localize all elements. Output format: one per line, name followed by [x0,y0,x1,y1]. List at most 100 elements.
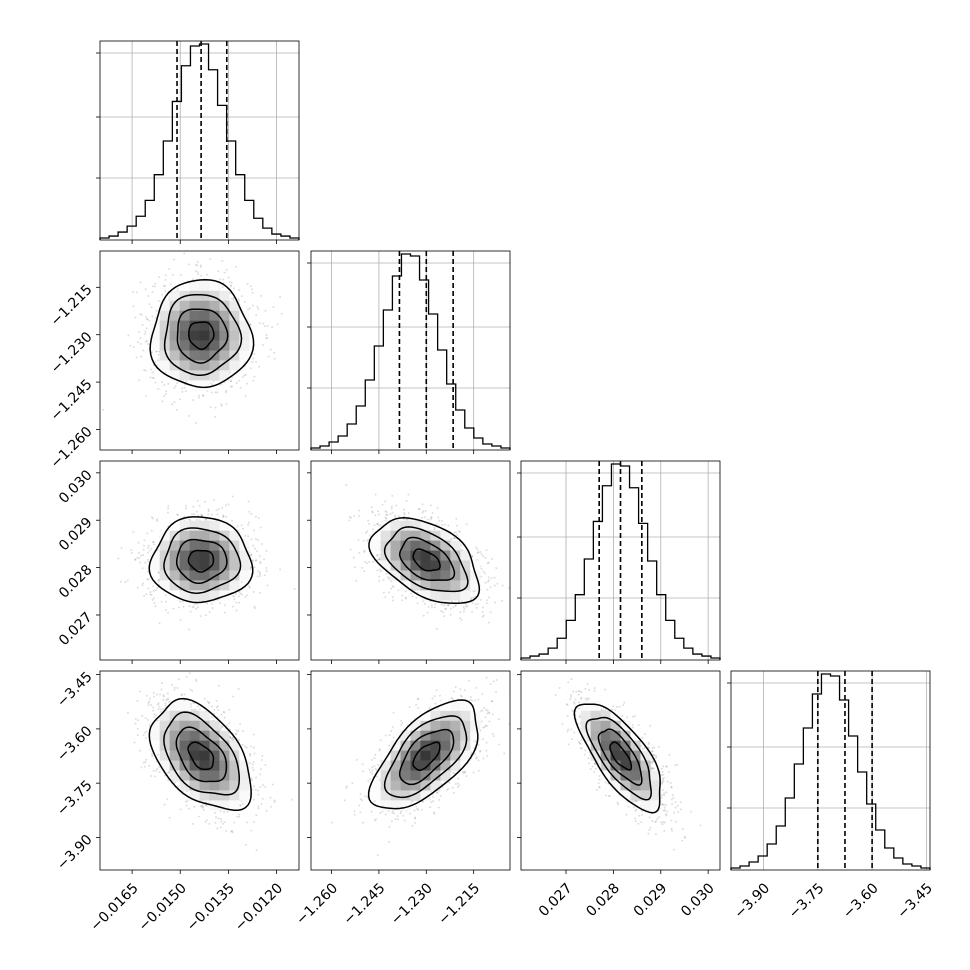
sample-point [255,559,258,562]
sample-point [250,538,253,541]
sample-point [265,337,268,340]
sample-point [249,285,252,288]
sample-point [267,355,270,358]
sample-point [362,539,365,542]
sample-point [204,614,207,617]
sample-point [222,515,225,518]
sample-point [197,273,200,276]
sample-point [376,569,379,572]
sample-point [260,294,263,297]
sample-point [221,507,224,510]
sample-point [484,581,487,584]
sample-point [216,391,219,394]
sample-point [272,306,275,309]
sample-point [164,609,167,612]
sample-point [174,384,177,387]
sample-point [248,307,251,310]
sample-point [167,507,170,510]
sample-point [363,549,366,552]
sample-point [161,381,164,384]
sample-point [194,270,197,273]
sample-point [97,357,99,359]
sample-point [293,588,296,591]
sample-point [407,511,410,514]
sample-point [382,591,385,594]
sample-point [151,598,154,601]
sample-point [378,579,381,582]
sample-point [431,512,434,515]
sample-point [231,376,234,379]
sample-point [150,547,153,550]
sample-point [135,291,138,294]
sample-point [196,499,199,502]
sample-point [493,576,496,579]
sample-point [273,351,276,354]
sample-point [363,570,366,573]
sample-point [136,586,139,589]
sample-point [153,601,156,604]
sample-point [384,500,387,503]
sample-point [146,578,149,581]
sample-point [235,265,238,268]
sample-point [140,554,143,557]
sample-point [165,390,168,393]
sample-point [154,282,157,285]
sample-point [373,524,376,527]
sample-point [430,516,433,519]
sample-point [391,494,394,497]
sample-point [236,525,239,528]
sample-point [198,394,201,397]
sample-point [257,570,260,573]
sample-point [156,587,159,590]
histogram-step-line [730,673,931,870]
sample-point [252,544,255,547]
sample-point [151,371,154,374]
sample-point [220,403,223,406]
sample-point [146,532,149,535]
sample-point [249,323,252,326]
sample-point [161,293,164,296]
sample-point [217,508,220,511]
sample-point [392,586,395,589]
sample-point [215,509,218,512]
sample-point [145,339,148,342]
sample-point [258,322,261,325]
sample-point [424,509,427,512]
sample-point [173,401,176,404]
sample-point [217,245,219,247]
sample-point [205,273,208,276]
sample-point [197,514,200,517]
sample-point [385,517,388,520]
sample-point [137,551,140,554]
sample-point [253,375,256,378]
sample-point [256,539,259,542]
sample-point [364,560,367,563]
sample-point [192,399,195,402]
sample-point [484,556,487,559]
sample-point [217,270,220,273]
sample-point [177,606,180,609]
sample-point [192,278,195,281]
sample-point [443,604,446,607]
sample-point [391,511,394,514]
sample-point [244,595,247,598]
sample-point [224,504,227,507]
sample-point [440,603,443,606]
sample-point [397,589,400,592]
sample-point [260,543,263,546]
sample-point [381,503,384,506]
sample-point [490,577,493,580]
sample-point [167,382,170,385]
sample-point [496,582,499,585]
sample-point [250,512,253,515]
sample-point [455,531,458,534]
sample-point [422,614,425,617]
sample-point [261,344,264,347]
sample-point [178,398,181,401]
sample-point [466,605,469,608]
sample-point [150,516,153,519]
sample-point [254,537,257,540]
sample-point [214,406,217,409]
sample-point [180,387,183,390]
sample-point [154,605,157,608]
